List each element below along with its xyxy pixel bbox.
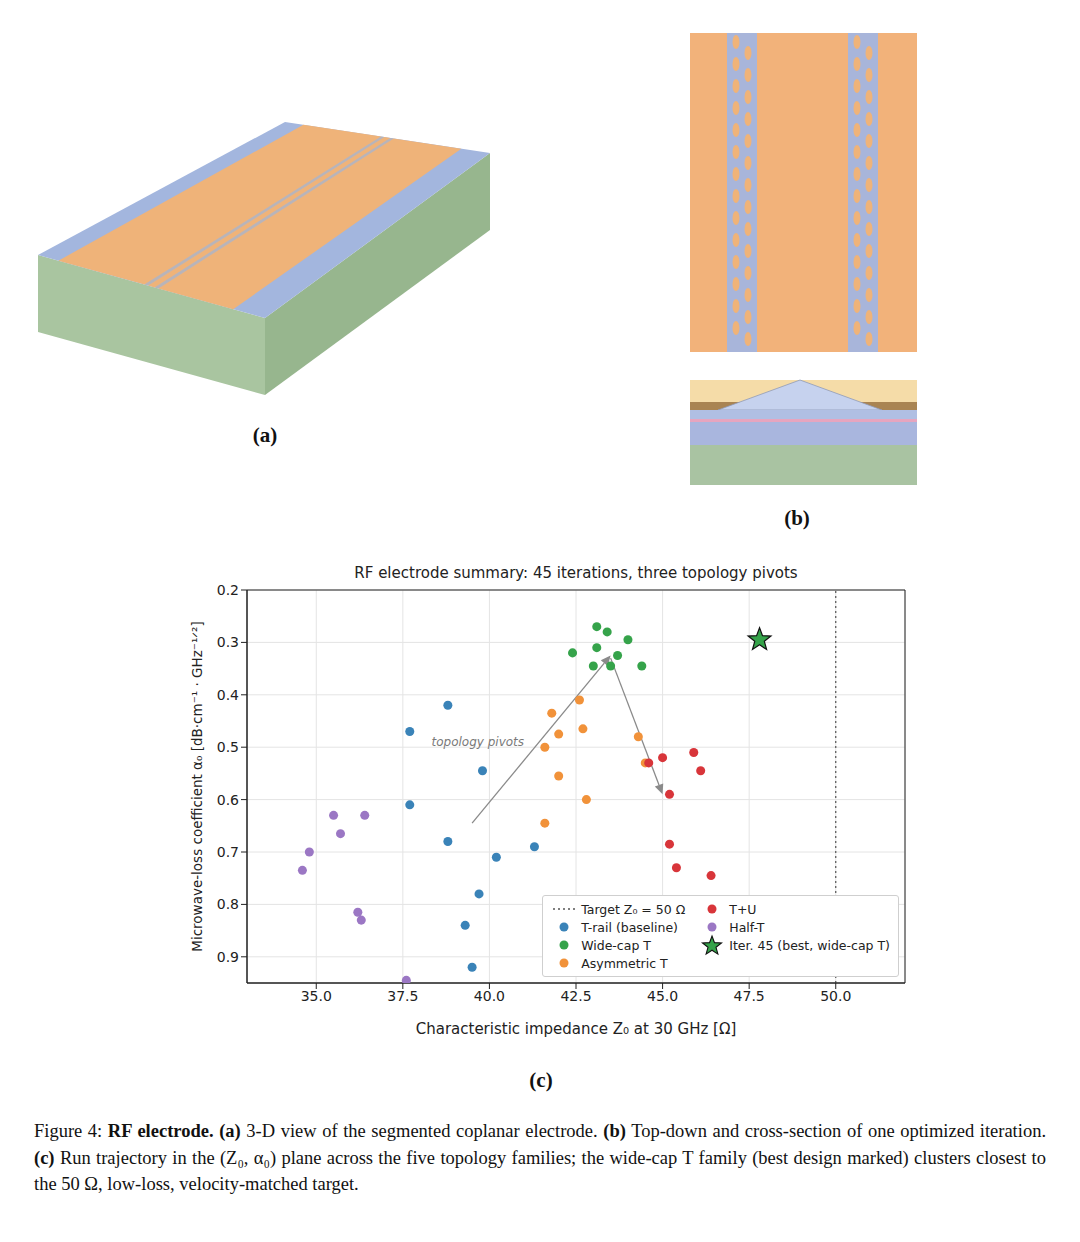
svg-text:45.0: 45.0 — [647, 988, 678, 1004]
svg-text:0.5: 0.5 — [217, 739, 239, 755]
svg-text:35.0: 35.0 — [301, 988, 332, 1004]
svg-text:0.9: 0.9 — [217, 949, 239, 965]
html-text:(c) Run trajectory in the (Z₀,: (c) Run trajectory in the (Z₀, α₀) plane… — [34, 1147, 1046, 1194]
svg-text:0.4: 0.4 — [217, 687, 239, 703]
html-text:Half-T: Half-T — [729, 919, 765, 935]
svg-text:0.7: 0.7 — [217, 844, 239, 860]
svg-text:40.0: 40.0 — [474, 988, 505, 1004]
svg-text:50.0: 50.0 — [820, 988, 851, 1004]
html-text:Target Z₀ = 50 Ω: Target Z₀ = 50 Ω — [581, 901, 686, 917]
html-text:Asymmetric T: Asymmetric T — [581, 955, 668, 971]
svg-text:topology pivots: topology pivots — [431, 735, 524, 749]
svg-text:0.8: 0.8 — [217, 896, 239, 912]
html-text:T+U: T+U — [729, 901, 757, 917]
html-text:Wide-cap T: Wide-cap T — [581, 937, 651, 953]
svg-text:47.5: 47.5 — [734, 988, 765, 1004]
html-text:(a): (a) — [252, 423, 278, 447]
html-text:(c): (c) — [529, 1068, 553, 1092]
html-text:Iter. 45 (best, wide-cap T): Iter. 45 (best, wide-cap T) — [729, 937, 890, 953]
svg-text:0.6: 0.6 — [217, 792, 239, 808]
html-text:T-rail (baseline): T-rail (baseline) — [581, 919, 678, 935]
svg-text:Characteristic impedance Z₀ at: Characteristic impedance Z₀ at 30 GHz [Ω… — [416, 1020, 737, 1038]
html-text:Figure 4: RF electrode. (a) 3-: Figure 4: RF electrode. (a) 3-D view of … — [34, 1121, 1046, 1141]
svg-text:0.3: 0.3 — [217, 634, 239, 650]
svg-text:42.5: 42.5 — [560, 988, 591, 1004]
svg-text:0.2: 0.2 — [217, 582, 239, 598]
html-text:(b): (b) — [784, 506, 810, 530]
html-text:RF electrode summary: 45 itera: RF electrode summary: 45 iterations, thr… — [354, 564, 798, 582]
svg-text:Microwave-loss coefficient α₀: Microwave-loss coefficient α₀ [dB·cm⁻¹ ·… — [189, 621, 205, 951]
svg-text:37.5: 37.5 — [387, 988, 418, 1004]
